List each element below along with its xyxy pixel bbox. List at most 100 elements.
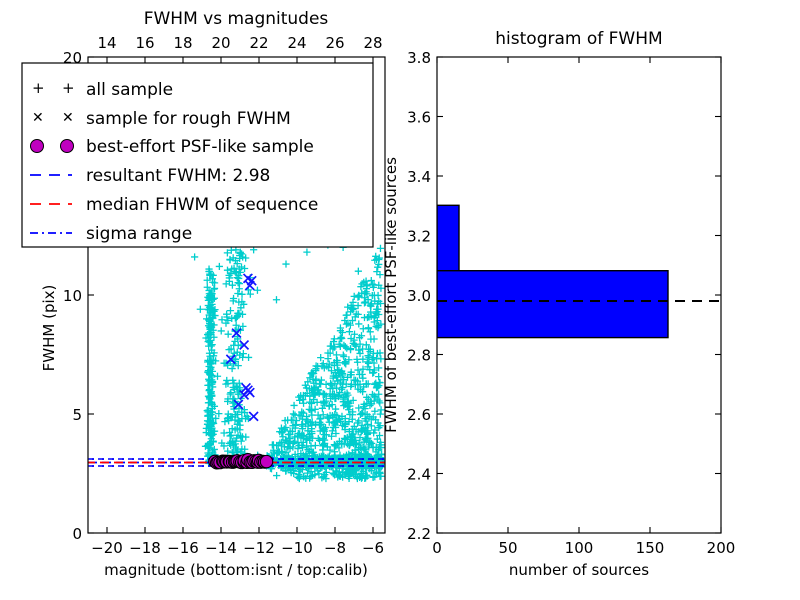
scatter-marker bbox=[339, 351, 347, 359]
scatter-marker bbox=[299, 395, 307, 404]
scatter-marker bbox=[376, 410, 384, 418]
scatter-marker bbox=[223, 310, 231, 318]
scatter-marker bbox=[239, 389, 250, 400]
plus-marker: + bbox=[32, 79, 45, 97]
tick-label: 2.8 bbox=[407, 347, 431, 365]
scatter-marker bbox=[273, 471, 281, 480]
tick-label: −8 bbox=[324, 539, 346, 557]
legend-entry-median-fwhm[interactable]: median FHWM of sequence bbox=[30, 195, 318, 215]
scatter-marker bbox=[362, 424, 370, 432]
left-top-ticks bbox=[106, 57, 374, 63]
scatter-marker bbox=[208, 341, 216, 349]
scatter-marker bbox=[375, 281, 383, 289]
sigma-dot bbox=[302, 465, 304, 467]
sigma-dot bbox=[352, 458, 354, 460]
scatter-marker bbox=[209, 438, 217, 446]
scatter-marker bbox=[356, 433, 364, 442]
legend-entry-resultant-fwhm[interactable]: resultant FWHM: 2.98 bbox=[30, 166, 270, 186]
sigma-dot bbox=[182, 465, 184, 467]
scatter-marker bbox=[352, 426, 360, 434]
scatter-marker bbox=[308, 427, 316, 436]
tick-label: 26 bbox=[325, 34, 344, 52]
left-y-axis-label: FWHM (pix) bbox=[40, 285, 58, 372]
legend-entry-rough-sample[interactable]: ✕ ✕ sample for rough FWHM bbox=[32, 109, 291, 129]
scatter-marker bbox=[314, 386, 322, 394]
scatter-marker bbox=[206, 425, 214, 433]
scatter-marker bbox=[349, 396, 357, 404]
circle-marker bbox=[60, 139, 74, 153]
scatter-marker bbox=[307, 399, 316, 408]
scatter-marker bbox=[242, 433, 250, 441]
sigma-dot bbox=[142, 465, 144, 467]
scatter-marker bbox=[375, 424, 383, 432]
legend-label: resultant FWHM: 2.98 bbox=[86, 166, 270, 186]
scatter-marker bbox=[204, 412, 212, 420]
scatter-marker bbox=[213, 372, 222, 380]
scatter-marker bbox=[228, 281, 237, 289]
sigma-dot bbox=[182, 458, 184, 460]
sigma-dot bbox=[92, 465, 94, 467]
tick-label: 24 bbox=[287, 34, 306, 52]
legend-entry-sigma-range[interactable]: sigma range bbox=[30, 224, 192, 244]
scatter-marker bbox=[333, 371, 341, 380]
scatter-marker bbox=[338, 439, 346, 447]
scatter-marker bbox=[234, 289, 242, 298]
scatter-marker bbox=[341, 316, 349, 325]
scatter-marker bbox=[305, 405, 313, 413]
sigma-dot bbox=[352, 465, 354, 467]
tick-label: 3.2 bbox=[407, 228, 431, 246]
legend-entry-psf-sample[interactable]: best-effort PSF-like sample bbox=[30, 137, 314, 157]
scatter-marker bbox=[230, 395, 238, 403]
scatter-marker bbox=[210, 402, 219, 410]
scatter-marker bbox=[312, 375, 320, 383]
scatter-marker bbox=[317, 380, 325, 388]
tick-label: 18 bbox=[173, 34, 192, 52]
scatter-marker bbox=[339, 398, 347, 406]
scatter-marker bbox=[337, 376, 345, 384]
scatter-marker bbox=[222, 319, 230, 327]
scatter-marker bbox=[343, 373, 352, 381]
scatter-marker bbox=[319, 446, 327, 454]
scatter-marker bbox=[322, 474, 330, 483]
scatter-marker bbox=[377, 406, 385, 414]
scatter-marker bbox=[367, 335, 375, 343]
scatter-marker bbox=[314, 434, 322, 443]
legend-label: best-effort PSF-like sample bbox=[86, 137, 314, 157]
scatter-marker bbox=[376, 441, 384, 449]
scatter-marker bbox=[330, 358, 338, 367]
scatter-marker bbox=[224, 330, 232, 338]
scatter-marker bbox=[302, 454, 310, 462]
scatter-marker bbox=[295, 441, 303, 449]
scatter-marker bbox=[331, 405, 340, 413]
sigma-dot bbox=[112, 465, 114, 467]
scatter-marker bbox=[296, 396, 304, 404]
scatter-marker bbox=[346, 470, 354, 478]
scatter-marker bbox=[229, 438, 237, 446]
legend-entry-all-sample[interactable]: + + all sample bbox=[32, 79, 173, 100]
scatter-marker bbox=[204, 381, 212, 390]
scatter-marker bbox=[376, 468, 384, 476]
scatter-marker bbox=[346, 345, 355, 353]
scatter-marker bbox=[338, 385, 346, 393]
scatter-marker bbox=[259, 454, 274, 469]
scatter-marker bbox=[315, 470, 323, 478]
sigma-dot bbox=[332, 465, 334, 467]
scatter-marker bbox=[206, 296, 214, 304]
scatter-marker bbox=[243, 412, 251, 421]
scatter-marker bbox=[338, 421, 347, 430]
histogram-bar bbox=[437, 270, 669, 339]
scatter-marker bbox=[368, 280, 376, 288]
scatter-marker bbox=[306, 474, 314, 482]
scatter-marker bbox=[282, 457, 290, 465]
sigma-dot bbox=[292, 458, 294, 460]
scatter-marker bbox=[289, 410, 298, 418]
scatter-marker bbox=[227, 431, 235, 439]
scatter-marker bbox=[347, 301, 355, 310]
scatter-marker bbox=[295, 411, 303, 419]
scatter-marker bbox=[336, 324, 345, 332]
scatter-marker bbox=[373, 305, 381, 313]
legend-box bbox=[21, 62, 374, 248]
scatter-marker bbox=[233, 399, 244, 410]
tick-label: 150 bbox=[636, 539, 665, 557]
